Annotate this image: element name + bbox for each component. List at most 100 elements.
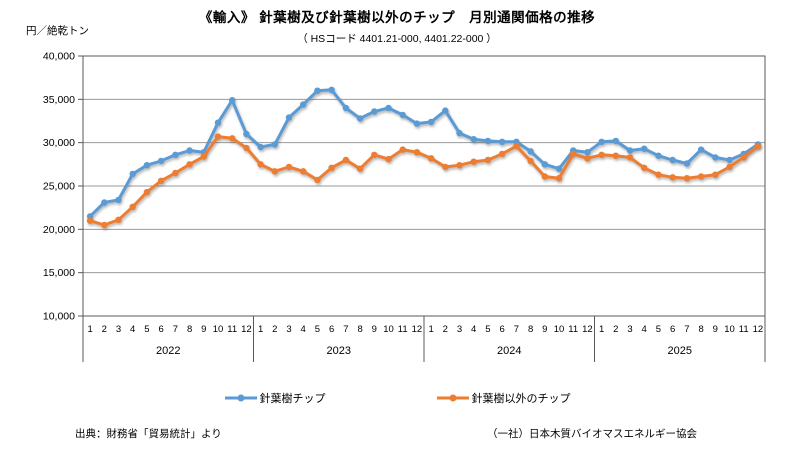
month-tick-label: 12 [753,324,764,335]
y-axis-tick-label: 20,000 [43,224,75,236]
data-point [697,173,705,180]
softwood-legend-marker-icon [224,394,257,402]
data-point [399,146,406,153]
y-axis-tick-label: 35,000 [43,94,75,106]
month-tick-label: 1 [87,324,92,335]
data-point [655,171,662,178]
month-tick-label: 4 [130,324,135,335]
data-point [527,157,534,165]
data-point [498,138,506,145]
month-tick-label: 6 [329,324,334,335]
gridlines: 40,000 35,000 30,000 25,000 20,000 15,000 10,0… [43,51,765,323]
data-point [754,142,762,150]
data-point [243,144,250,152]
data-point [371,108,378,115]
month-tick-label: 4 [642,324,647,335]
data-point [129,170,136,178]
data-point [513,142,520,150]
data-point [243,130,250,138]
legend-item-softwood: 針葉樹チップ [224,390,326,406]
data-point [143,162,151,169]
data-point [172,169,179,177]
data-point [371,151,378,158]
data-point [470,158,477,165]
chart-legend: 針葉樹チップ 針葉樹以外のチップ [0,390,794,406]
data-point [342,156,350,164]
month-tick-label: 2 [272,324,277,335]
month-tick-label: 5 [656,324,661,335]
month-tick-label: 4 [301,324,306,335]
month-tick-label: 11 [398,324,408,335]
data-point [570,150,577,158]
data-point [598,138,605,145]
data-point [271,141,278,148]
data-point [413,149,421,156]
month-tick-label: 2 [102,324,107,335]
data-point [740,154,747,161]
data-point [157,177,165,184]
data-point [214,133,222,140]
data-point [186,147,193,154]
y-axis-tick-label: 25,000 [43,181,75,193]
data-point [726,156,733,164]
legend-item-other: 針葉樹以外のチップ [436,390,571,406]
other-chip-series [86,133,762,229]
data-point [612,152,619,159]
data-point [143,188,151,196]
month-tick-label: 5 [144,324,149,335]
month-tick-label: 3 [116,324,121,335]
data-point [626,154,634,161]
data-point [115,196,122,204]
month-tick-label: 1 [258,324,263,335]
other-legend-marker-icon [436,394,469,402]
month-tick-label: 9 [201,324,206,335]
data-point [271,168,278,175]
data-point [115,216,122,223]
data-point [498,150,506,158]
data-point [86,217,94,224]
data-point [484,137,492,145]
month-tick-label: 1 [428,324,433,335]
year-tick-label: 2025 [668,345,692,357]
month-tick-label: 10 [213,324,224,335]
data-point [555,165,563,172]
month-tick-label: 12 [241,324,252,335]
data-point [328,164,335,171]
data-point [257,143,264,151]
data-point [641,145,648,152]
month-tick-label: 5 [485,324,490,335]
y-axis-tick-label: 30,000 [43,137,75,149]
data-point [427,155,435,162]
data-point [129,203,136,210]
month-tick-label: 10 [554,324,565,335]
data-point [229,135,236,142]
month-tick-label: 3 [627,324,632,335]
y-axis-unit-label: 円／絶乾トン [26,25,89,37]
data-point [214,119,222,126]
data-point [86,213,94,220]
data-point [385,104,392,112]
data-point [101,199,108,206]
page-title: 《輸入》 針葉樹及び針葉樹以外のチップ 月別通関価格の推移 [198,10,596,25]
month-tick-label: 5 [315,324,320,335]
month-tick-label: 4 [471,324,476,335]
data-point [442,163,449,171]
month-tick-label: 8 [698,324,703,335]
month-tick-label: 2 [443,324,448,335]
softwood-chip-series [86,86,762,220]
data-point [300,168,307,175]
month-tick-label: 7 [173,324,178,335]
month-tick-label: 10 [383,324,394,335]
data-point [598,151,605,158]
data-point [200,153,207,160]
data-point [683,175,691,182]
month-tick-label: 1 [599,324,604,335]
data-point [314,87,321,94]
month-tick-label: 12 [582,324,593,335]
data-point [257,161,264,168]
legend-label-softwood: 針葉樹チップ [259,393,326,405]
data-point [669,156,676,164]
month-tick-label: 12 [412,324,423,335]
y-axis-tick-label: 40,000 [43,51,75,63]
